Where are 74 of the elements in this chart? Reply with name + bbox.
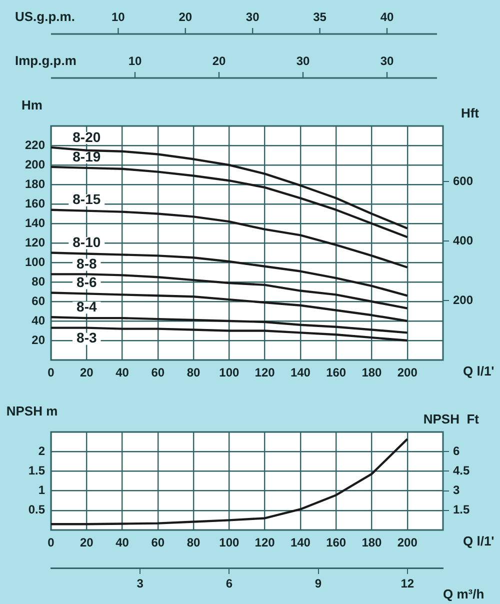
text: 20 bbox=[178, 10, 194, 24]
y-axis-title: Hm bbox=[22, 98, 42, 113]
x-tick-label: 200 bbox=[397, 366, 418, 380]
y2-tick-label: 600 bbox=[453, 174, 474, 188]
x-tick-label: 80 bbox=[186, 366, 201, 380]
y2-axis-title: Hft bbox=[460, 106, 480, 121]
x-tick-label: 140 bbox=[290, 366, 311, 380]
y-tick-label: 1 bbox=[38, 483, 46, 498]
series-label: 8-4 bbox=[76, 298, 97, 314]
x-tick-label: 60 bbox=[151, 366, 165, 380]
x-tick-label: 180 bbox=[362, 536, 382, 550]
series-label: 8-10 bbox=[72, 234, 101, 250]
x-tick-label: 180 bbox=[362, 366, 382, 380]
x-tick-label: 120 bbox=[254, 366, 276, 380]
x2-axis-title: Q m³/h bbox=[443, 586, 484, 602]
x-tick-label: 100 bbox=[219, 536, 240, 550]
y-tick-label: 220 bbox=[24, 138, 46, 152]
y-tick-label: 160 bbox=[24, 196, 46, 210]
y-tick-label: 1.5 bbox=[28, 464, 46, 478]
y-tick-label: 100 bbox=[24, 254, 46, 269]
x-tick-label: 120 bbox=[254, 536, 276, 550]
y-tick-label: 60 bbox=[32, 294, 46, 308]
text: 30 bbox=[295, 54, 311, 68]
x-tick-label: 160 bbox=[326, 536, 346, 550]
y2-tick-label: 3 bbox=[453, 483, 460, 498]
x-tick-label: 200 bbox=[397, 536, 418, 550]
x-tick-label: 80 bbox=[186, 536, 201, 550]
text: US.g.p.m. bbox=[15, 9, 75, 25]
text: 20 bbox=[211, 54, 227, 68]
y-tick-label: 180 bbox=[24, 176, 46, 191]
y-tick-label: 20 bbox=[32, 332, 46, 347]
x-tick-label: 100 bbox=[219, 366, 240, 380]
series-label: 8-19 bbox=[72, 148, 101, 164]
y-tick-label: 2 bbox=[38, 444, 46, 458]
text: 10 bbox=[110, 10, 126, 24]
x-tick-label: 160 bbox=[326, 366, 346, 380]
x-tick-label: 0 bbox=[48, 536, 55, 550]
x-axis-title: Q l/1' bbox=[463, 534, 494, 549]
series-label: 8-15 bbox=[72, 191, 101, 208]
x2-tick-label: 6 bbox=[226, 576, 233, 591]
text: 30 bbox=[379, 54, 395, 68]
series-label: 8-6 bbox=[76, 274, 97, 290]
series-label: 8-8 bbox=[76, 256, 97, 272]
y2-tick-label: 200 bbox=[453, 292, 474, 307]
x2-tick-label: 3 bbox=[136, 576, 144, 591]
x-axis-title: Q l/1' bbox=[463, 364, 494, 379]
text: 30 bbox=[244, 10, 260, 24]
x2-tick-label: 9 bbox=[314, 576, 322, 591]
y2-axis-title: NPSH Ft bbox=[423, 412, 480, 427]
y-tick-label: 140 bbox=[24, 216, 46, 230]
x-tick-label: 60 bbox=[151, 536, 165, 550]
y-axis-title: NPSH m bbox=[6, 404, 58, 419]
text: Imp.g.p.m bbox=[15, 53, 76, 69]
x-tick-label: 20 bbox=[80, 536, 94, 550]
series-label: 8-20 bbox=[72, 128, 101, 145]
y-tick-label: 200 bbox=[24, 157, 46, 172]
y2-tick-label: 400 bbox=[453, 233, 474, 248]
text: 40 bbox=[379, 10, 395, 24]
y-tick-label: 0.5 bbox=[28, 502, 46, 517]
y-tick-label: 80 bbox=[32, 274, 46, 288]
text: 35 bbox=[312, 10, 328, 24]
x-tick-label: 40 bbox=[116, 366, 130, 380]
x-tick-label: 0 bbox=[48, 366, 55, 380]
text: 10 bbox=[127, 54, 143, 68]
y-tick-label: 120 bbox=[24, 235, 46, 250]
x-tick-label: 20 bbox=[80, 366, 94, 380]
x-tick-label: 140 bbox=[290, 536, 311, 550]
x-tick-label: 40 bbox=[116, 536, 130, 550]
y2-tick-label: 6 bbox=[453, 444, 460, 458]
series-label: 8-3 bbox=[76, 330, 97, 346]
y2-tick-label: 4.5 bbox=[453, 464, 470, 478]
y-tick-label: 40 bbox=[32, 313, 46, 328]
y2-tick-label: 1.5 bbox=[453, 502, 470, 517]
x2-tick-label: 12 bbox=[400, 576, 414, 591]
